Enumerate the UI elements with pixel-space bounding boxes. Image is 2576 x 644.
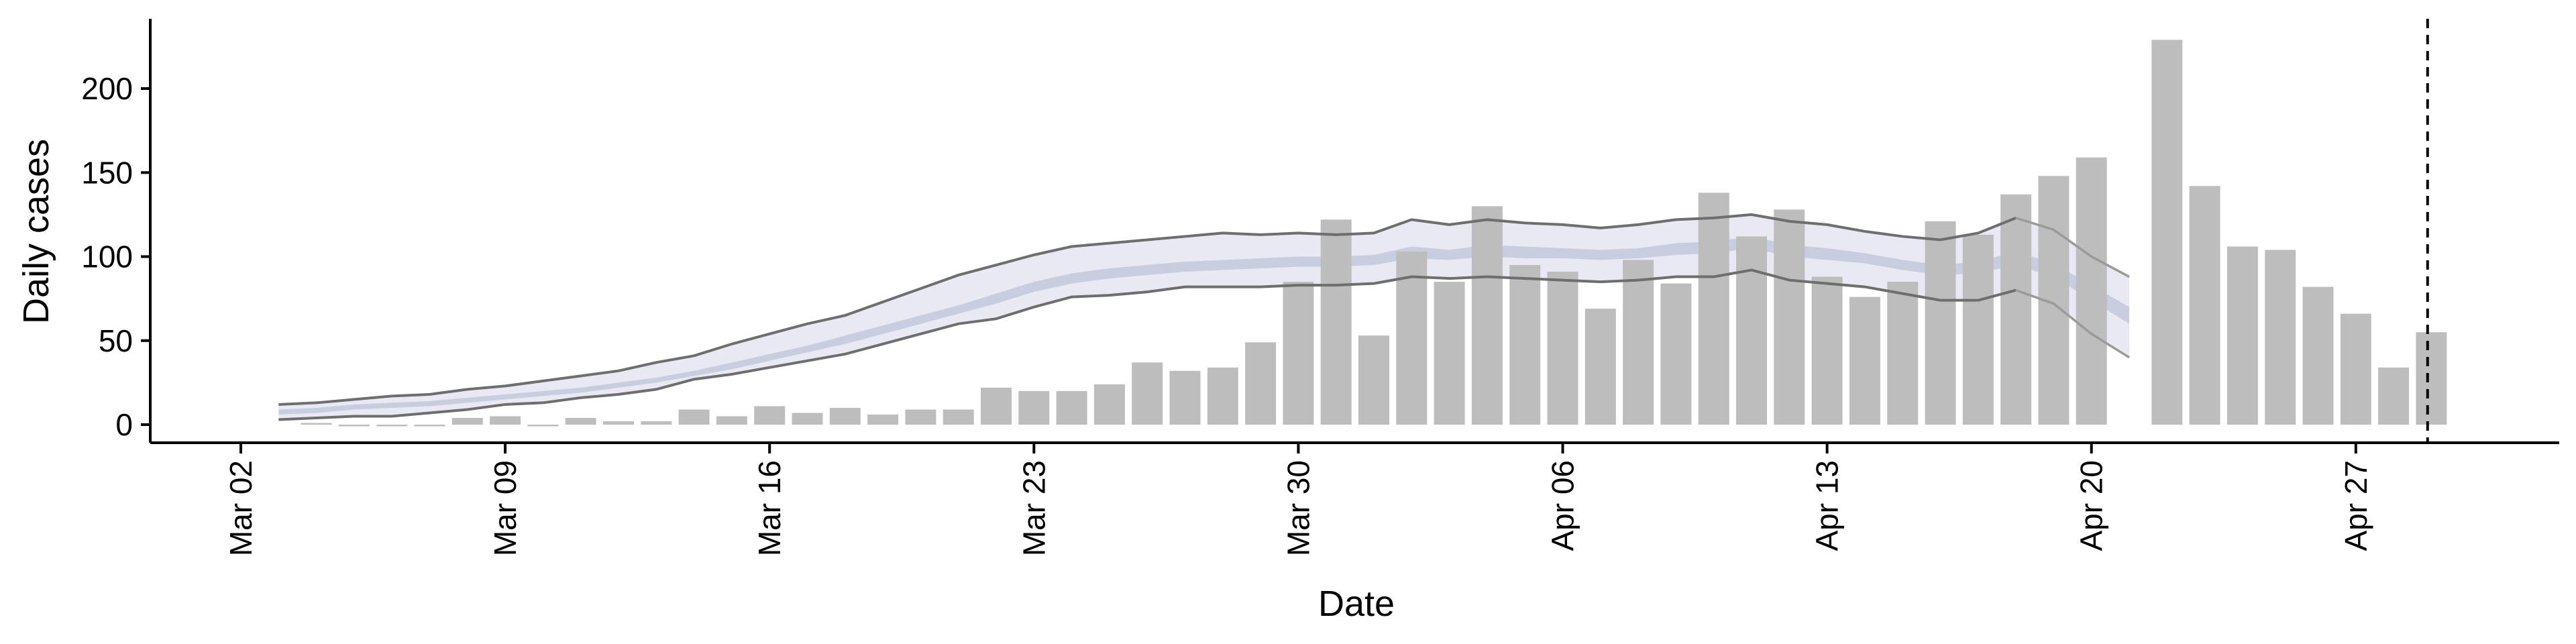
bar-44 — [1962, 234, 1994, 425]
band-90-area — [278, 214, 2129, 420]
x-tick-label: Apr 20 — [2074, 460, 2109, 551]
uncertainty-bands — [278, 214, 2129, 420]
bar-31 — [1471, 206, 1503, 425]
x-tick-label: Apr 27 — [2339, 460, 2373, 551]
bar-21 — [1093, 384, 1125, 425]
bar-4 — [451, 417, 483, 425]
bar-35 — [1623, 260, 1654, 425]
x-axis-label: Date — [1318, 584, 1395, 624]
bar-3 — [414, 425, 445, 427]
bar-25 — [1245, 342, 1277, 425]
y-tick-label: 200 — [81, 71, 133, 106]
x-tick-label: Mar 23 — [1016, 460, 1051, 556]
bar-55 — [2416, 332, 2447, 425]
bar-10 — [678, 409, 710, 425]
bar-48 — [2151, 40, 2183, 425]
bar-40 — [1811, 276, 1843, 425]
x-tick-label: Mar 16 — [752, 460, 787, 556]
bar-38 — [1736, 236, 1767, 425]
bar-2 — [376, 425, 408, 427]
bar-23 — [1169, 370, 1201, 425]
bar-26 — [1283, 282, 1314, 425]
bar-11 — [716, 416, 747, 425]
bar-27 — [1320, 219, 1352, 425]
upper-bound-line — [278, 213, 2017, 406]
bar-49 — [2189, 186, 2220, 425]
x-tick-label: Mar 09 — [488, 460, 523, 556]
bar-30 — [1434, 282, 1465, 425]
bar-9 — [641, 421, 672, 425]
bar-53 — [2340, 313, 2371, 425]
bar-36 — [1660, 283, 1692, 425]
bar-28 — [1358, 335, 1389, 425]
bar-19 — [1018, 390, 1050, 425]
y-axis-ticks: 0 50 100 150 200 — [81, 71, 150, 442]
bar-20 — [1056, 390, 1087, 425]
bar-42 — [1887, 282, 1919, 425]
y-tick-label: 150 — [81, 155, 133, 190]
bar-34 — [1585, 309, 1616, 425]
bar-41 — [1849, 297, 1880, 425]
bar-43 — [1925, 221, 1956, 425]
bar-45 — [2000, 194, 2032, 425]
bar-37 — [1698, 193, 1729, 425]
bar-0 — [301, 423, 332, 425]
lower-bound-line-nowcast — [2015, 288, 2130, 359]
bar-14 — [829, 407, 861, 425]
bar-32 — [1509, 265, 1541, 425]
x-tick-label: Apr 06 — [1546, 460, 1580, 551]
bar-47 — [2076, 157, 2107, 425]
lower-bound-line — [278, 268, 2017, 421]
x-tick-label: Mar 30 — [1281, 460, 1316, 556]
bar-33 — [1547, 272, 1578, 425]
bar-39 — [1774, 209, 1805, 425]
x-tick-label: Apr 13 — [1810, 460, 1845, 551]
y-axis-label: Daily cases — [16, 139, 56, 324]
y-tick-label: 0 — [115, 407, 133, 442]
y-tick-label: 100 — [81, 239, 133, 274]
bar-16 — [905, 409, 936, 425]
bar-5 — [490, 416, 521, 425]
bar-54 — [2378, 367, 2410, 425]
daily-case-bars — [301, 40, 2447, 427]
bar-12 — [754, 406, 786, 425]
upper-bound-line-nowcast — [2015, 217, 2130, 278]
bar-22 — [1132, 362, 1163, 425]
bar-7 — [565, 417, 596, 425]
bar-18 — [981, 387, 1012, 425]
x-axis-ticks: Mar 02 Mar 09 Mar 16 Mar 23 Mar 30 Apr 06 Apr … — [223, 443, 2373, 556]
bar-17 — [943, 409, 974, 425]
bar-50 — [2226, 246, 2258, 425]
bar-51 — [2265, 250, 2296, 425]
bar-1 — [338, 425, 370, 427]
bar-13 — [792, 413, 823, 425]
bar-29 — [1396, 251, 1428, 425]
y-tick-label: 50 — [99, 323, 133, 358]
bar-24 — [1207, 367, 1238, 425]
bar-6 — [527, 425, 559, 427]
bar-15 — [867, 414, 899, 425]
bar-52 — [2302, 286, 2334, 425]
interval-lines — [278, 213, 2130, 421]
bar-8 — [603, 421, 634, 425]
x-tick-label: Mar 02 — [223, 460, 258, 556]
